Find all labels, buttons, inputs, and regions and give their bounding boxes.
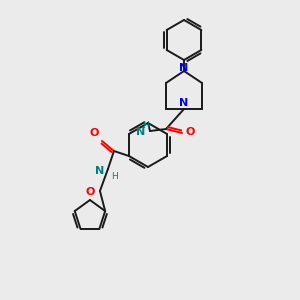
Text: O: O: [90, 128, 99, 138]
Text: N: N: [179, 98, 189, 108]
Text: H: H: [142, 121, 149, 130]
Text: N: N: [136, 127, 145, 137]
Text: O: O: [85, 187, 94, 197]
Text: N: N: [179, 63, 189, 73]
Text: H: H: [111, 172, 118, 181]
Text: N: N: [95, 166, 104, 176]
Text: O: O: [185, 127, 194, 137]
